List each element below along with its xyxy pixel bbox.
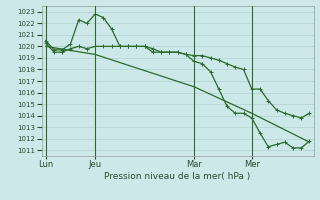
X-axis label: Pression niveau de la mer( hPa ): Pression niveau de la mer( hPa ) <box>104 172 251 181</box>
